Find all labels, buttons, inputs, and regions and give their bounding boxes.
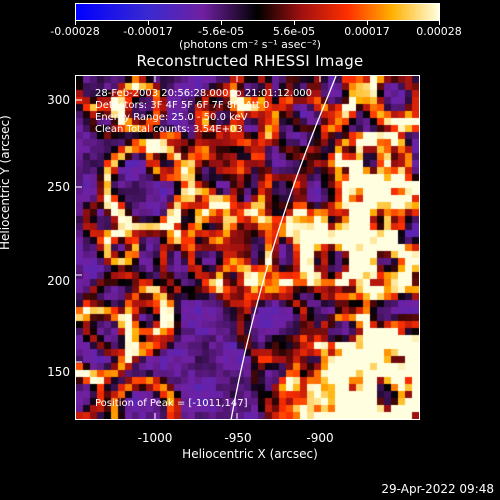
colorbar-gradient — [76, 4, 439, 20]
colorbar-label: 0.00017 — [344, 25, 390, 38]
x-tick-label: -950 — [224, 431, 252, 445]
image-plot-area: 28-Feb-2003 20:56:28.000 to 21:01:12.000… — [75, 75, 420, 420]
y-axis-label: Heliocentric Y (arcsec) — [0, 115, 12, 250]
info-energy-range: Energy Range: 25.0 - 50.0 keV — [95, 112, 248, 123]
info-time-range: 28-Feb-2003 20:56:28.000 to 21:01:12.000 — [95, 88, 313, 99]
render-timestamp: 29-Apr-2022 09:48 — [381, 482, 494, 496]
colorbar-label: -0.00017 — [123, 25, 173, 38]
y-tick-label: 200 — [47, 274, 70, 288]
x-axis-label: Heliocentric X (arcsec) — [182, 447, 318, 461]
info-detectors: Detectors: 3F 4F 5F 6F 7F 8F, Att 0 — [95, 100, 270, 111]
y-tick-label: 300 — [47, 93, 70, 107]
colorbar-label: -0.00028 — [50, 25, 100, 38]
info-clean-counts: Clean Total counts: 3.54E+03 — [95, 124, 243, 135]
colorbar-tick — [75, 21, 76, 25]
x-tick-label: -900 — [306, 431, 334, 445]
colorbar — [75, 3, 440, 21]
axis-ticks — [75, 75, 321, 420]
colorbar-label: 5.6e-05 — [272, 25, 316, 38]
colorbar-label: 0.00028 — [416, 25, 462, 38]
x-tick-label: -1000 — [137, 431, 173, 445]
solar-limb-line — [230, 76, 337, 419]
info-peak-position: Position of Peak = [-1011,147] — [95, 398, 248, 409]
colorbar-tick — [294, 21, 295, 25]
colorbar-label: -5.6e-05 — [197, 25, 245, 38]
colorbar-tick — [439, 21, 440, 25]
colorbar-tick — [148, 21, 149, 25]
y-tick-label: 250 — [47, 180, 70, 194]
plot-title: Reconstructed RHESSI Image — [136, 52, 364, 70]
heatmap-image — [76, 76, 419, 419]
colorbar-units: (photons cm⁻² s⁻¹ asec⁻²) — [179, 38, 321, 51]
y-tick-label: 150 — [47, 365, 70, 379]
limb-overlay — [230, 76, 337, 419]
colorbar-tick — [367, 21, 368, 25]
colorbar-tick — [221, 21, 222, 25]
